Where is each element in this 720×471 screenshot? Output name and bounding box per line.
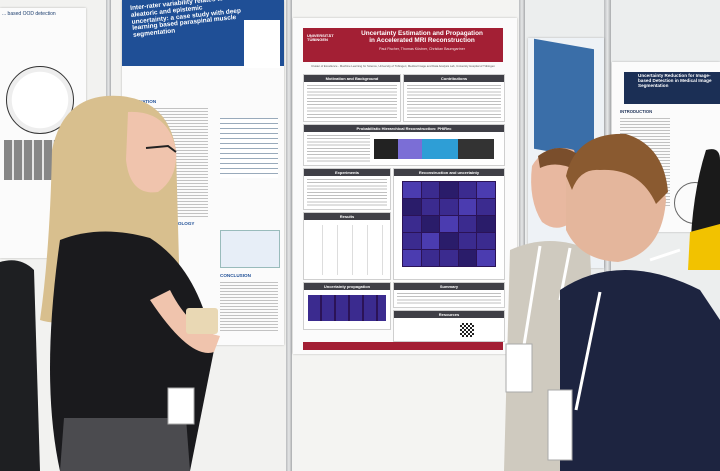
section-summary: Summary — [393, 282, 505, 308]
section-method: Probabilistic Hierarchical Reconstructio… — [303, 124, 505, 166]
section-heading: Reconstruction and uncertainty — [394, 169, 504, 176]
man1-hair — [538, 148, 580, 170]
university-logo: UNIVERSITÄT TÜBINGEN — [307, 33, 334, 43]
right-poster-b-title: Uncertainty Reduction for Image-based De… — [638, 73, 712, 88]
section-heading: Results — [304, 213, 390, 220]
main-poster-affiliation: Cluster of Excellence - Machine Learning… — [311, 64, 495, 68]
board-pole — [286, 0, 292, 471]
coffee-cup — [186, 308, 218, 334]
section-experiments: Experiments — [303, 168, 391, 210]
main-poster-footer — [303, 342, 503, 350]
man2-hair — [566, 133, 668, 204]
left-poster-chart — [220, 230, 280, 268]
right-poster-b-intro-heading: INTRODUCTION — [620, 109, 653, 114]
section-uncertainty-propagation: Uncertainty propagation — [303, 282, 391, 330]
section-heading: Experiments — [304, 169, 390, 176]
section-heading: Contributions — [404, 75, 504, 82]
main-poster-title: Uncertainty Estimation and Propagation i… — [351, 30, 493, 44]
left-poster-text — [220, 282, 278, 332]
method-diagram — [374, 139, 494, 159]
main-poster-title-line2: in Accelerated MRI Reconstruction — [369, 36, 475, 44]
section-heading: Resources — [394, 311, 504, 318]
board-pole — [519, 0, 525, 471]
badge — [547, 389, 573, 461]
woman-arm — [150, 290, 220, 353]
partial-person-jacket — [688, 224, 720, 270]
man2-body — [560, 270, 720, 471]
badge — [505, 343, 533, 393]
woman-face — [126, 111, 177, 193]
main-poster: UNIVERSITÄT TÜBINGEN Uncertainty Estimat… — [293, 18, 517, 354]
reconstruction-image-grid — [402, 181, 496, 267]
left-poster-table — [220, 118, 278, 178]
woman-pants — [60, 418, 190, 471]
propagation-images — [308, 295, 386, 321]
section-heading: Probabilistic Hierarchical Reconstructio… — [304, 125, 504, 132]
section-heading: Uncertainty propagation — [304, 283, 390, 290]
qr-code-icon — [460, 323, 474, 337]
left-poster-conclusion-heading: CONCLUSION — [220, 273, 251, 278]
section-results: Results — [303, 212, 391, 280]
section-heading: Summary — [394, 283, 504, 290]
results-plots — [308, 225, 386, 275]
backpack — [0, 260, 40, 471]
badge — [167, 387, 195, 425]
section-contributions: Contributions — [403, 74, 505, 122]
main-poster-header: UNIVERSITÄT TÜBINGEN Uncertainty Estimat… — [303, 28, 503, 62]
section-motivation: Motivation and Background — [303, 74, 401, 122]
main-poster-title-line1: Uncertainty Estimation and Propagation — [361, 30, 483, 37]
far-left-poster-title: ... based OOD detection — [2, 11, 56, 17]
section-reconstruction: Reconstruction and uncertainty — [393, 168, 505, 280]
left-poster-logos — [244, 20, 280, 68]
right-poster-b-header: Uncertainty Reduction for Image-based De… — [624, 72, 720, 104]
woman-glasses — [145, 144, 177, 153]
section-resources: Resources — [393, 310, 505, 342]
main-poster-authors: Paul Fischer, Thomas Küstner, Christian … — [379, 47, 465, 51]
section-heading: Motivation and Background — [304, 75, 400, 82]
man2-lanyard — [574, 248, 681, 411]
